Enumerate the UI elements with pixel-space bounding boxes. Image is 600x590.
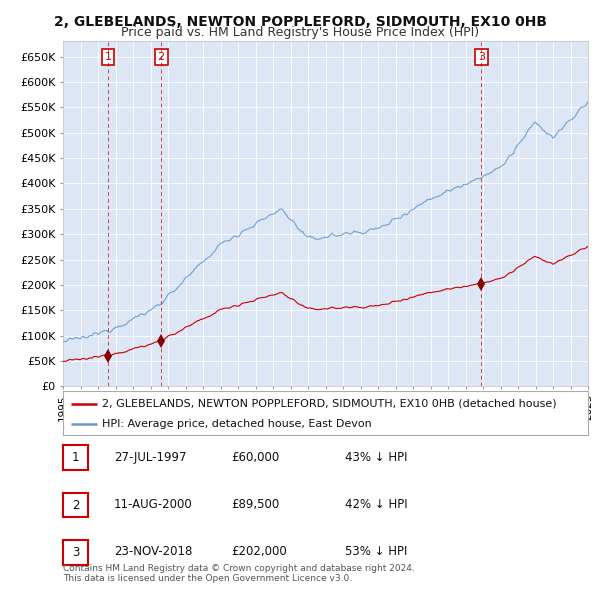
Text: 11-AUG-2000: 11-AUG-2000 bbox=[114, 498, 193, 511]
Text: £89,500: £89,500 bbox=[231, 498, 279, 511]
Text: 27-JUL-1997: 27-JUL-1997 bbox=[114, 451, 187, 464]
Text: 3: 3 bbox=[478, 52, 485, 62]
Text: HPI: Average price, detached house, East Devon: HPI: Average price, detached house, East… bbox=[103, 419, 372, 430]
Text: Contains HM Land Registry data © Crown copyright and database right 2024.
This d: Contains HM Land Registry data © Crown c… bbox=[63, 563, 415, 583]
Text: Price paid vs. HM Land Registry's House Price Index (HPI): Price paid vs. HM Land Registry's House … bbox=[121, 26, 479, 39]
Text: 2: 2 bbox=[158, 52, 165, 62]
Text: 1: 1 bbox=[104, 52, 112, 62]
Text: 2, GLEBELANDS, NEWTON POPPLEFORD, SIDMOUTH, EX10 0HB (detached house): 2, GLEBELANDS, NEWTON POPPLEFORD, SIDMOU… bbox=[103, 399, 557, 408]
Text: 1: 1 bbox=[72, 451, 79, 464]
Text: 2, GLEBELANDS, NEWTON POPPLEFORD, SIDMOUTH, EX10 0HB: 2, GLEBELANDS, NEWTON POPPLEFORD, SIDMOU… bbox=[53, 15, 547, 29]
Text: 53% ↓ HPI: 53% ↓ HPI bbox=[345, 545, 407, 558]
Text: 3: 3 bbox=[72, 546, 79, 559]
Text: 42% ↓ HPI: 42% ↓ HPI bbox=[345, 498, 407, 511]
Text: 23-NOV-2018: 23-NOV-2018 bbox=[114, 545, 193, 558]
Text: 2: 2 bbox=[72, 499, 79, 512]
Text: £202,000: £202,000 bbox=[231, 545, 287, 558]
Text: £60,000: £60,000 bbox=[231, 451, 279, 464]
Text: 43% ↓ HPI: 43% ↓ HPI bbox=[345, 451, 407, 464]
